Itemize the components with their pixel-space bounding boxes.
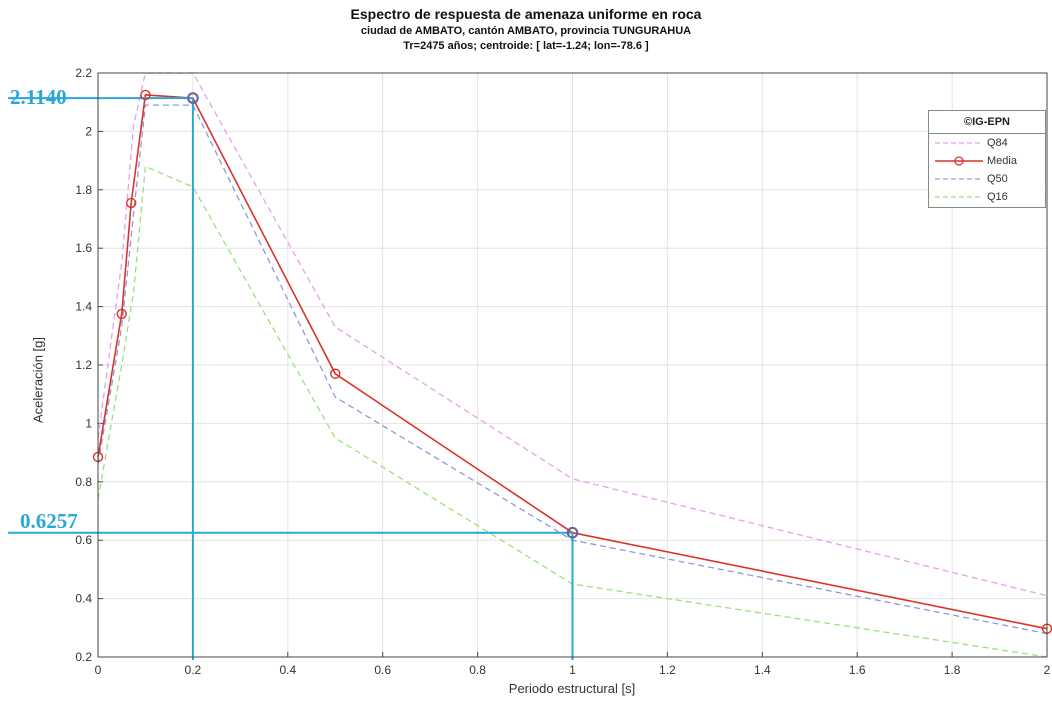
media-point-2 [126,197,137,209]
x-tick-label-9: 1.8 [944,663,961,677]
series-line-media [97,94,1048,630]
legend-item-media: Media [929,152,1045,170]
legend-header: ©IG-EPN [929,111,1045,134]
y-tick-label-1: 0.4 [75,592,92,606]
legend-item-q16: Q16 [929,188,1045,206]
chart-subtitle-params: Tr=2475 años; centroide: [ lat=-1.24; lo… [403,40,649,52]
x-tick-label-6: 1.2 [659,663,676,677]
y-tick-label-6: 1.4 [75,300,92,314]
legend-swatch-q84 [935,142,983,144]
media-point-1 [116,308,127,320]
x-tick-label-5: 1 [569,663,576,677]
legend-item-q50: Q50 [929,170,1045,188]
chart-title-block: Espectro de respuesta de amenaza uniform… [0,4,1052,54]
chart-title: Espectro de respuesta de amenaza uniform… [350,6,702,22]
plot-frame [97,72,1048,658]
legend: ©IG-EPN Q84 Media Q50 Q16 [928,110,1046,208]
x-tick-label-1: 0.2 [185,663,202,677]
x-tick-label-0: 0 [95,663,102,677]
x-tick-label-7: 1.4 [754,663,771,677]
y-tick-label-4: 1 [85,416,92,430]
media-point-5 [330,368,341,379]
y-tick-label-5: 1.2 [75,358,92,372]
media-point-3 [140,89,151,101]
legend-swatch-media [935,156,983,166]
x-tick-label-10: 2 [1044,663,1051,677]
chart-subtitle-location: ciudad de AMBATO, cantón AMBATO, provinc… [360,25,692,37]
series-line-q50 [97,104,1048,635]
y-tick-label-3: 0.8 [75,475,92,489]
y-tick-label-7: 1.6 [75,241,92,255]
legend-label-media: Media [987,155,1017,167]
legend-item-q84: Q84 [929,134,1045,152]
annotation-marker-1 [566,526,579,539]
y-tick-label-2: 0.6 [75,533,92,547]
series-line-q16 [97,165,1048,658]
callout-0-6257: 0.6257 [20,509,78,533]
x-tick-label-4: 0.8 [469,663,486,677]
x-tick-label-2: 0.4 [279,663,296,677]
y-tick-label-9: 2 [85,124,92,138]
legend-label-q16: Q16 [987,191,1008,203]
x-tick-label-3: 0.6 [374,663,391,677]
legend-label-q50: Q50 [987,173,1008,185]
legend-swatch-q16 [935,196,983,198]
callout-2-1140: 2.1140 [10,85,67,109]
y-tick-label-0: 0.2 [75,650,92,664]
legend-label-q84: Q84 [987,137,1008,149]
legend-swatch-q50 [935,178,983,180]
y-tick-label-8: 1.8 [75,183,92,197]
annotation-marker-0 [187,92,199,104]
x-tick-label-8: 1.6 [849,663,866,677]
y-tick-label-10: 2.2 [75,66,92,80]
x-axis-label: Periodo estructural [s] [508,681,636,696]
y-axis-label: Aceleración [g] [30,337,46,423]
